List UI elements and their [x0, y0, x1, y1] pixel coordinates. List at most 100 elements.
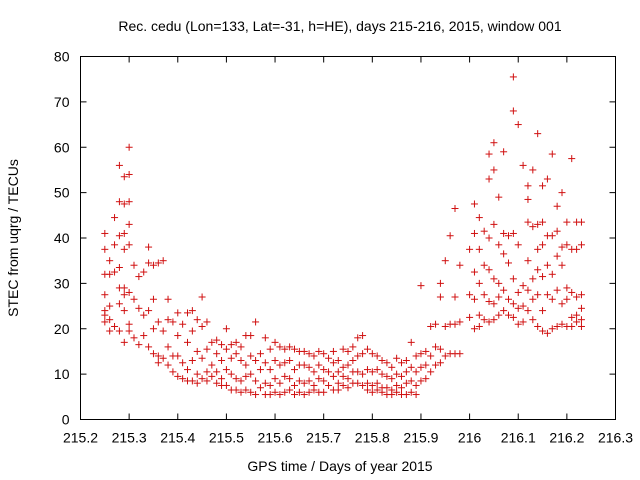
data-point — [174, 352, 182, 360]
x-tick-label: 216.1 — [501, 430, 536, 446]
data-point — [519, 161, 527, 169]
data-point — [539, 327, 547, 335]
data-point — [534, 245, 542, 253]
data-point — [227, 354, 235, 362]
data-point — [480, 316, 488, 324]
data-point — [120, 338, 128, 346]
data-point — [125, 143, 133, 151]
data-point — [378, 357, 386, 365]
data-point — [320, 366, 328, 374]
data-point — [500, 250, 508, 258]
data-point — [485, 150, 493, 158]
x-tick-label: 215.7 — [306, 430, 341, 446]
data-point — [577, 218, 585, 226]
data-point — [563, 295, 571, 303]
data-point — [120, 173, 128, 181]
data-point — [310, 386, 318, 394]
data-point — [539, 218, 547, 226]
data-point — [344, 361, 352, 369]
data-point — [407, 363, 415, 371]
data-point — [412, 352, 420, 360]
data-point — [111, 214, 119, 222]
data-point — [115, 300, 123, 308]
data-point — [470, 268, 478, 276]
data-point — [130, 334, 138, 342]
data-point — [237, 357, 245, 365]
data-point — [490, 316, 498, 324]
data-point — [164, 343, 172, 351]
data-point — [227, 341, 235, 349]
axis-ticks: 215.2 215.3 215.4 215.5 215.6 215.7 215.8 215.9… — [54, 49, 633, 446]
data-point — [164, 316, 172, 324]
data-point — [514, 241, 522, 249]
data-point — [514, 288, 522, 296]
data-point — [475, 214, 483, 222]
data-point — [422, 361, 430, 369]
data-point — [101, 229, 109, 237]
data-point — [466, 245, 474, 253]
data-point — [140, 268, 148, 276]
data-point — [271, 375, 279, 383]
data-point — [305, 377, 313, 385]
data-point — [184, 338, 191, 346]
data-point — [402, 368, 410, 376]
data-point — [120, 200, 128, 208]
data-point — [232, 350, 240, 358]
data-point — [485, 318, 493, 326]
data-point — [568, 288, 576, 296]
data-point — [441, 352, 449, 360]
data-point — [412, 391, 420, 399]
data-point — [154, 259, 162, 267]
data-point — [281, 345, 289, 353]
data-point — [393, 354, 401, 362]
data-point — [339, 372, 347, 380]
data-point — [553, 252, 561, 260]
data-point — [247, 388, 255, 396]
data-point — [111, 322, 119, 330]
data-point — [422, 375, 430, 383]
data-point — [577, 291, 585, 299]
data-point — [573, 245, 581, 253]
data-point — [198, 354, 206, 362]
data-point — [188, 327, 196, 335]
data-point — [286, 386, 294, 394]
data-point — [164, 361, 172, 369]
data-point — [490, 275, 498, 283]
y-tick-label: 30 — [54, 275, 70, 291]
data-point — [281, 359, 289, 367]
data-point — [539, 182, 547, 190]
data-point — [145, 243, 153, 251]
data-point — [529, 295, 537, 303]
data-point — [179, 375, 187, 383]
data-point — [125, 220, 133, 228]
data-point — [417, 363, 425, 371]
data-point — [553, 322, 561, 330]
x-tick-label: 215.3 — [112, 430, 147, 446]
data-point — [188, 307, 196, 315]
data-point — [154, 352, 162, 360]
data-point — [359, 370, 367, 378]
y-tick-label: 40 — [54, 230, 70, 246]
data-point — [349, 357, 357, 365]
data-point — [179, 320, 187, 328]
data-point — [393, 388, 401, 396]
data-point — [106, 316, 114, 324]
data-point — [101, 311, 109, 319]
data-point — [436, 279, 444, 287]
data-point — [534, 291, 542, 299]
data-point — [359, 350, 367, 358]
data-point — [159, 354, 167, 362]
data-point — [485, 298, 493, 306]
data-point — [577, 304, 585, 312]
data-point — [558, 300, 566, 308]
data-point — [232, 386, 240, 394]
data-point — [529, 223, 537, 231]
data-point — [291, 345, 298, 353]
data-point — [543, 291, 551, 299]
data-point — [524, 286, 532, 294]
data-point — [558, 243, 566, 251]
data-point — [417, 377, 425, 385]
data-point — [539, 273, 547, 281]
data-point — [490, 139, 498, 147]
